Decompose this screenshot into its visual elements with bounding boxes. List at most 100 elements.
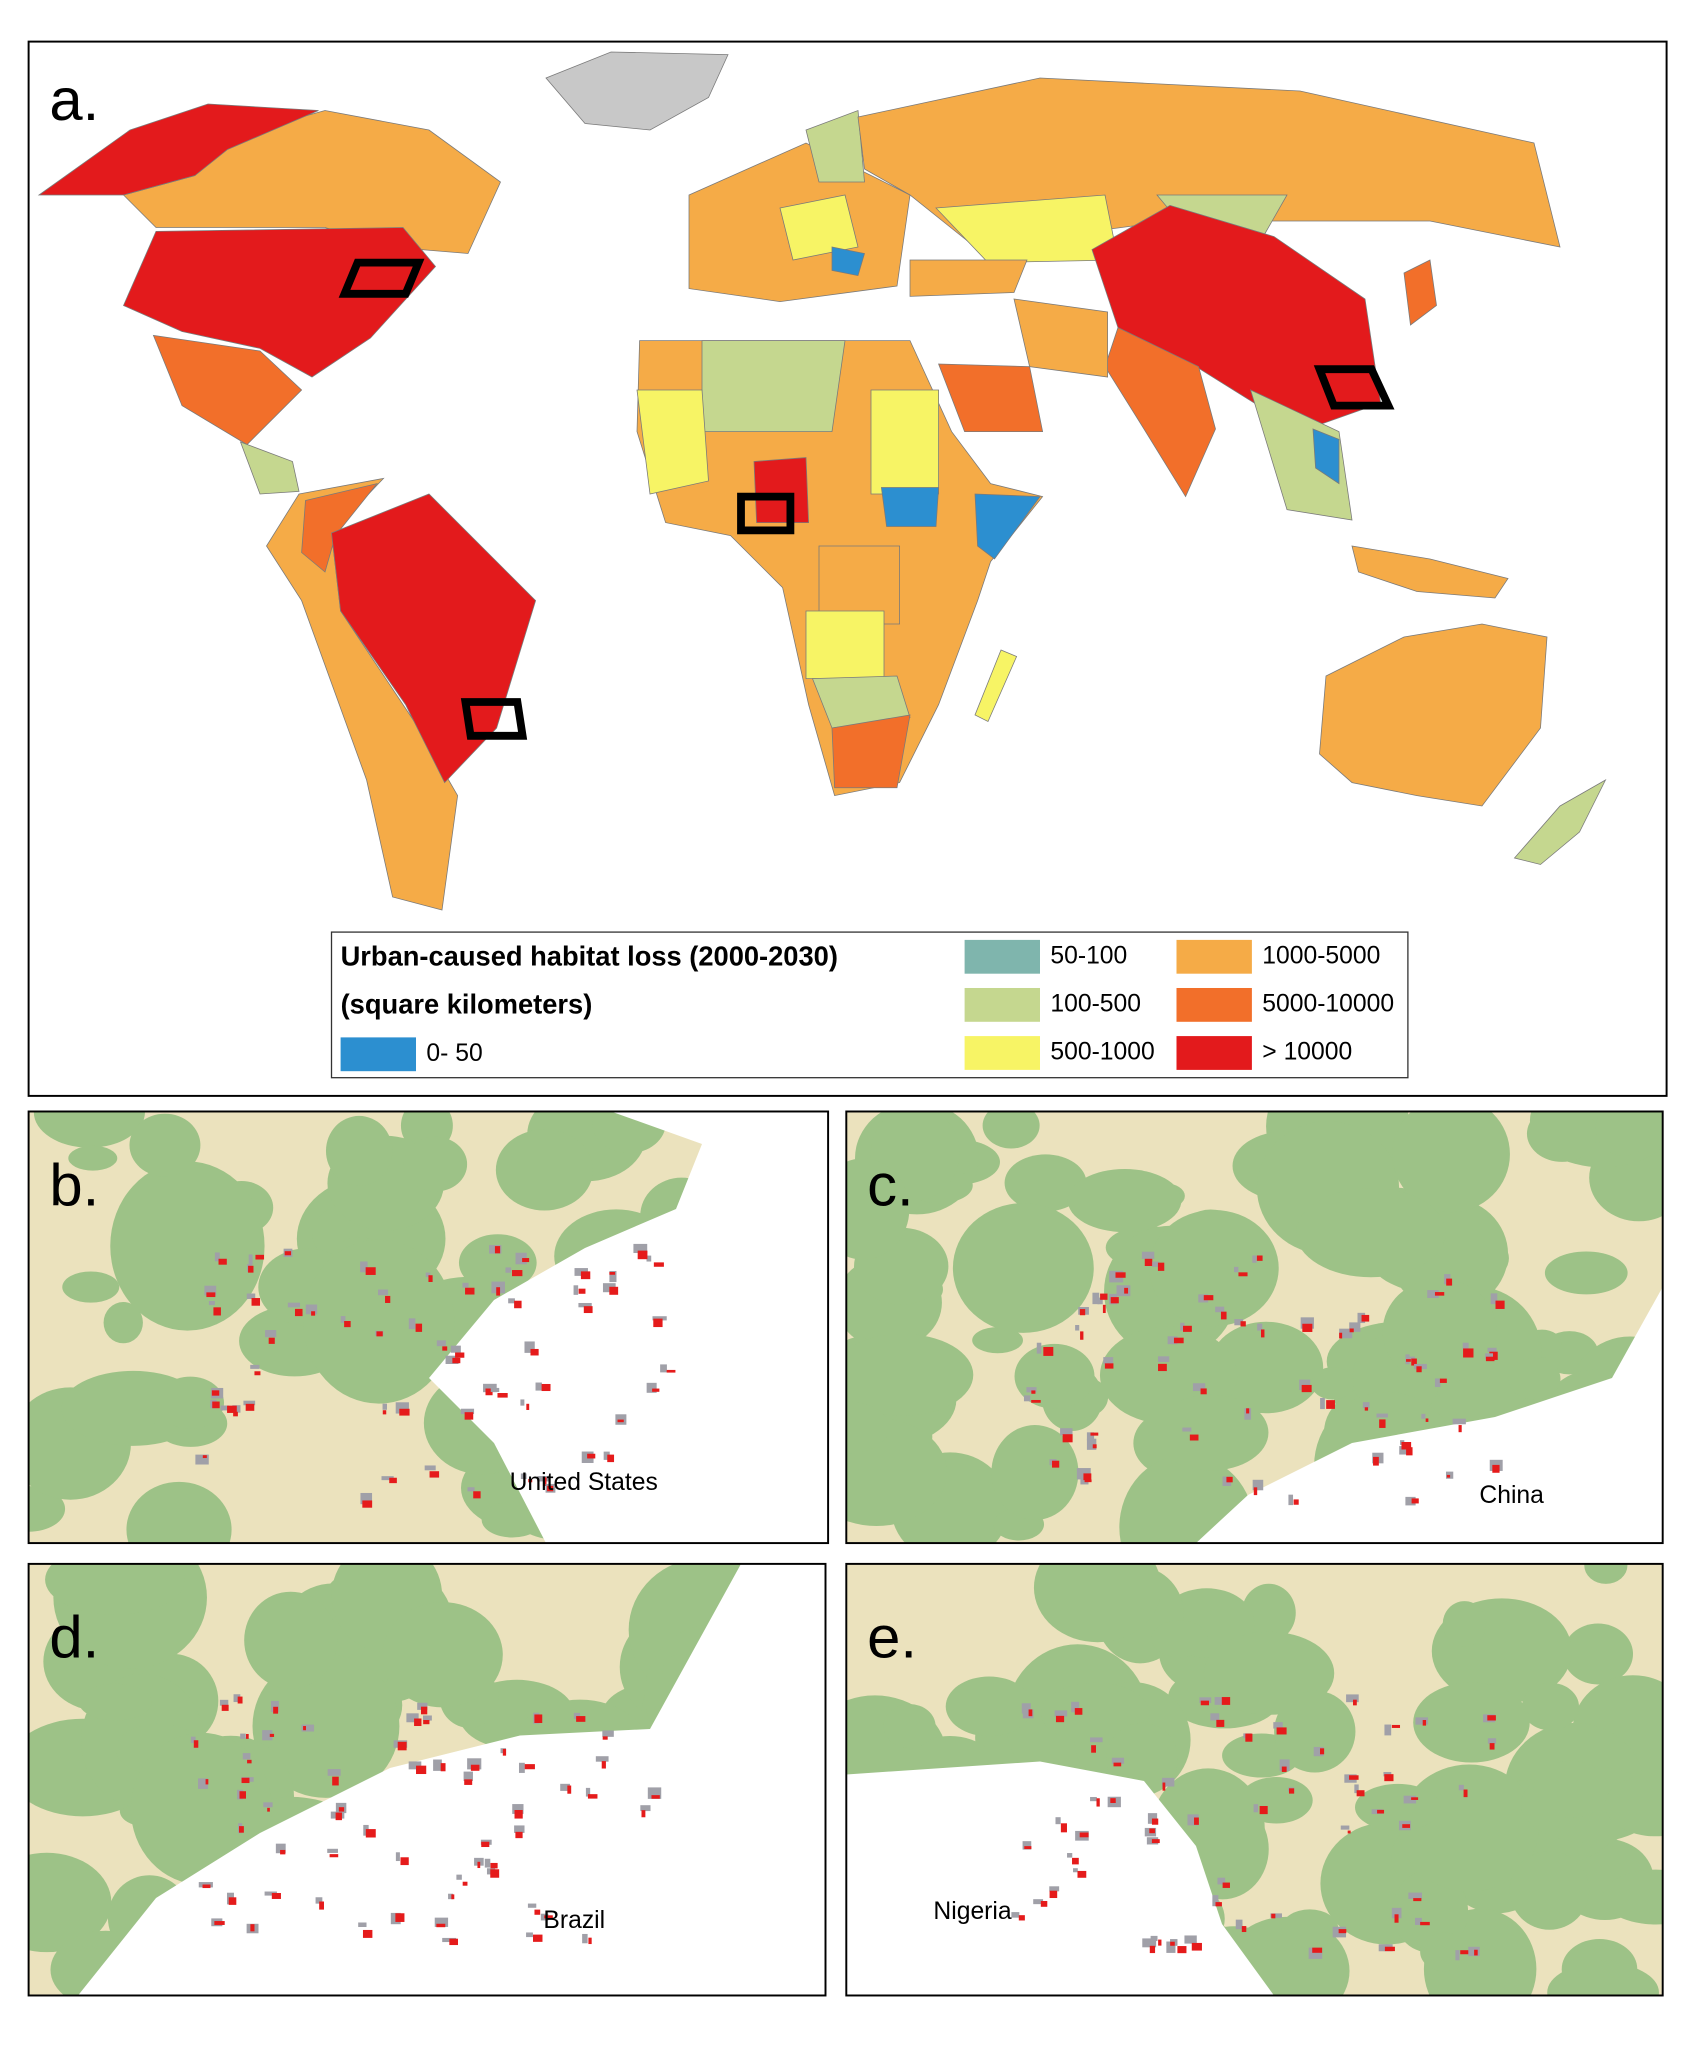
urban-loss (528, 1478, 533, 1483)
panel-frame (27, 1562, 827, 1997)
urban-loss (268, 1337, 275, 1344)
urban-existing (382, 1403, 387, 1410)
urban-existing (1405, 1496, 1416, 1506)
urban-existing (436, 1340, 446, 1347)
panel-label: b. (49, 1151, 99, 1218)
urban-loss (1060, 1823, 1067, 1833)
urban-existing (1166, 1941, 1176, 1953)
urban-loss (1271, 1913, 1276, 1919)
urban-loss (1055, 1715, 1065, 1723)
urban-loss (1489, 1351, 1498, 1360)
urban-existing (327, 1769, 341, 1776)
urban-loss (490, 1862, 498, 1869)
urban-loss (1031, 1390, 1036, 1394)
urban-loss (1293, 1499, 1299, 1505)
vegetation (110, 1161, 265, 1331)
urban-loss (637, 1250, 648, 1260)
urban-loss (580, 1271, 591, 1280)
country (1513, 779, 1607, 865)
urban-existing (360, 1261, 368, 1273)
urban-loss (524, 1764, 535, 1770)
legend-title: Urban-caused habitat loss (2000-2030) (341, 940, 838, 971)
country (753, 457, 810, 523)
urban-existing (214, 1252, 220, 1262)
urban-existing (463, 1771, 473, 1782)
urban-loss (294, 1308, 303, 1317)
urban-existing (1199, 1697, 1212, 1704)
vegetation (1004, 1154, 1087, 1212)
urban-existing (508, 1298, 515, 1304)
urban-existing (1184, 1935, 1197, 1944)
urban-loss (1347, 1830, 1351, 1834)
urban-loss (212, 1401, 220, 1409)
urban-loss (514, 1300, 522, 1309)
inset-map (846, 1111, 1663, 1544)
urban-existing (233, 1694, 241, 1703)
urban-existing (520, 1399, 525, 1406)
urban-existing (1452, 1418, 1466, 1425)
urban-loss (273, 1706, 279, 1714)
urban-existing (395, 1402, 409, 1414)
urban-existing (287, 1302, 301, 1308)
urban-existing (1055, 1817, 1061, 1825)
urban-loss (1215, 1902, 1222, 1907)
urban-loss (1200, 1700, 1210, 1706)
vegetation (945, 1676, 1033, 1737)
country (779, 194, 859, 261)
urban-loss (1079, 1309, 1086, 1316)
country (811, 675, 911, 729)
vegetation (45, 1563, 186, 1615)
urban-loss (464, 1412, 474, 1420)
panel-label: d. (49, 1604, 99, 1671)
vegetation (28, 1852, 112, 1953)
urban-loss (609, 1272, 616, 1275)
study-box (338, 258, 425, 298)
urban-loss (389, 1477, 397, 1484)
urban-loss (1072, 1857, 1079, 1865)
urban-loss (1149, 1828, 1155, 1834)
urban-loss (530, 1348, 539, 1356)
urban-existing (646, 1255, 652, 1262)
urban-loss (1194, 1817, 1199, 1825)
urban-existing (585, 1787, 591, 1797)
urban-existing (603, 1451, 610, 1460)
urban-loss (382, 1410, 387, 1415)
world-map (37, 51, 1607, 911)
urban-existing (1214, 1697, 1223, 1705)
urban-existing (1180, 1322, 1185, 1331)
country (701, 340, 846, 432)
urban-loss (534, 1909, 541, 1915)
urban-loss (1349, 1775, 1359, 1780)
urban-existing (484, 1858, 491, 1868)
urban-loss (1100, 1293, 1108, 1300)
legend-label: 500-1000 (1050, 1039, 1154, 1066)
urban-existing (1092, 1292, 1100, 1305)
urban-existing (1033, 1899, 1044, 1905)
urban-existing (1141, 1251, 1155, 1259)
urban-existing (381, 1476, 394, 1481)
urban-existing (1299, 1379, 1311, 1390)
urban-loss (578, 1288, 586, 1294)
urban-loss (1151, 1818, 1159, 1825)
legend-swatch (964, 1036, 1040, 1070)
urban-existing (1060, 1428, 1073, 1436)
urban-existing (1080, 1475, 1089, 1485)
urban-existing (1399, 1446, 1411, 1455)
urban-existing (1270, 1913, 1282, 1918)
urban-loss (329, 1854, 339, 1858)
urban-existing (1103, 1357, 1114, 1365)
urban-loss (1052, 1460, 1060, 1468)
vegetation (1604, 1773, 1663, 1837)
urban-existing (1075, 1325, 1080, 1331)
urban-loss (1377, 1809, 1385, 1814)
vegetation (982, 1111, 1040, 1149)
urban-loss (1110, 1297, 1119, 1304)
urban-existing (340, 1316, 346, 1323)
urban-existing (646, 1382, 657, 1393)
urban-existing (242, 1753, 251, 1760)
urban-loss (1495, 1300, 1505, 1309)
urban-loss (1474, 1949, 1478, 1956)
urban-existing (474, 1857, 484, 1866)
urban-existing (450, 1345, 461, 1353)
